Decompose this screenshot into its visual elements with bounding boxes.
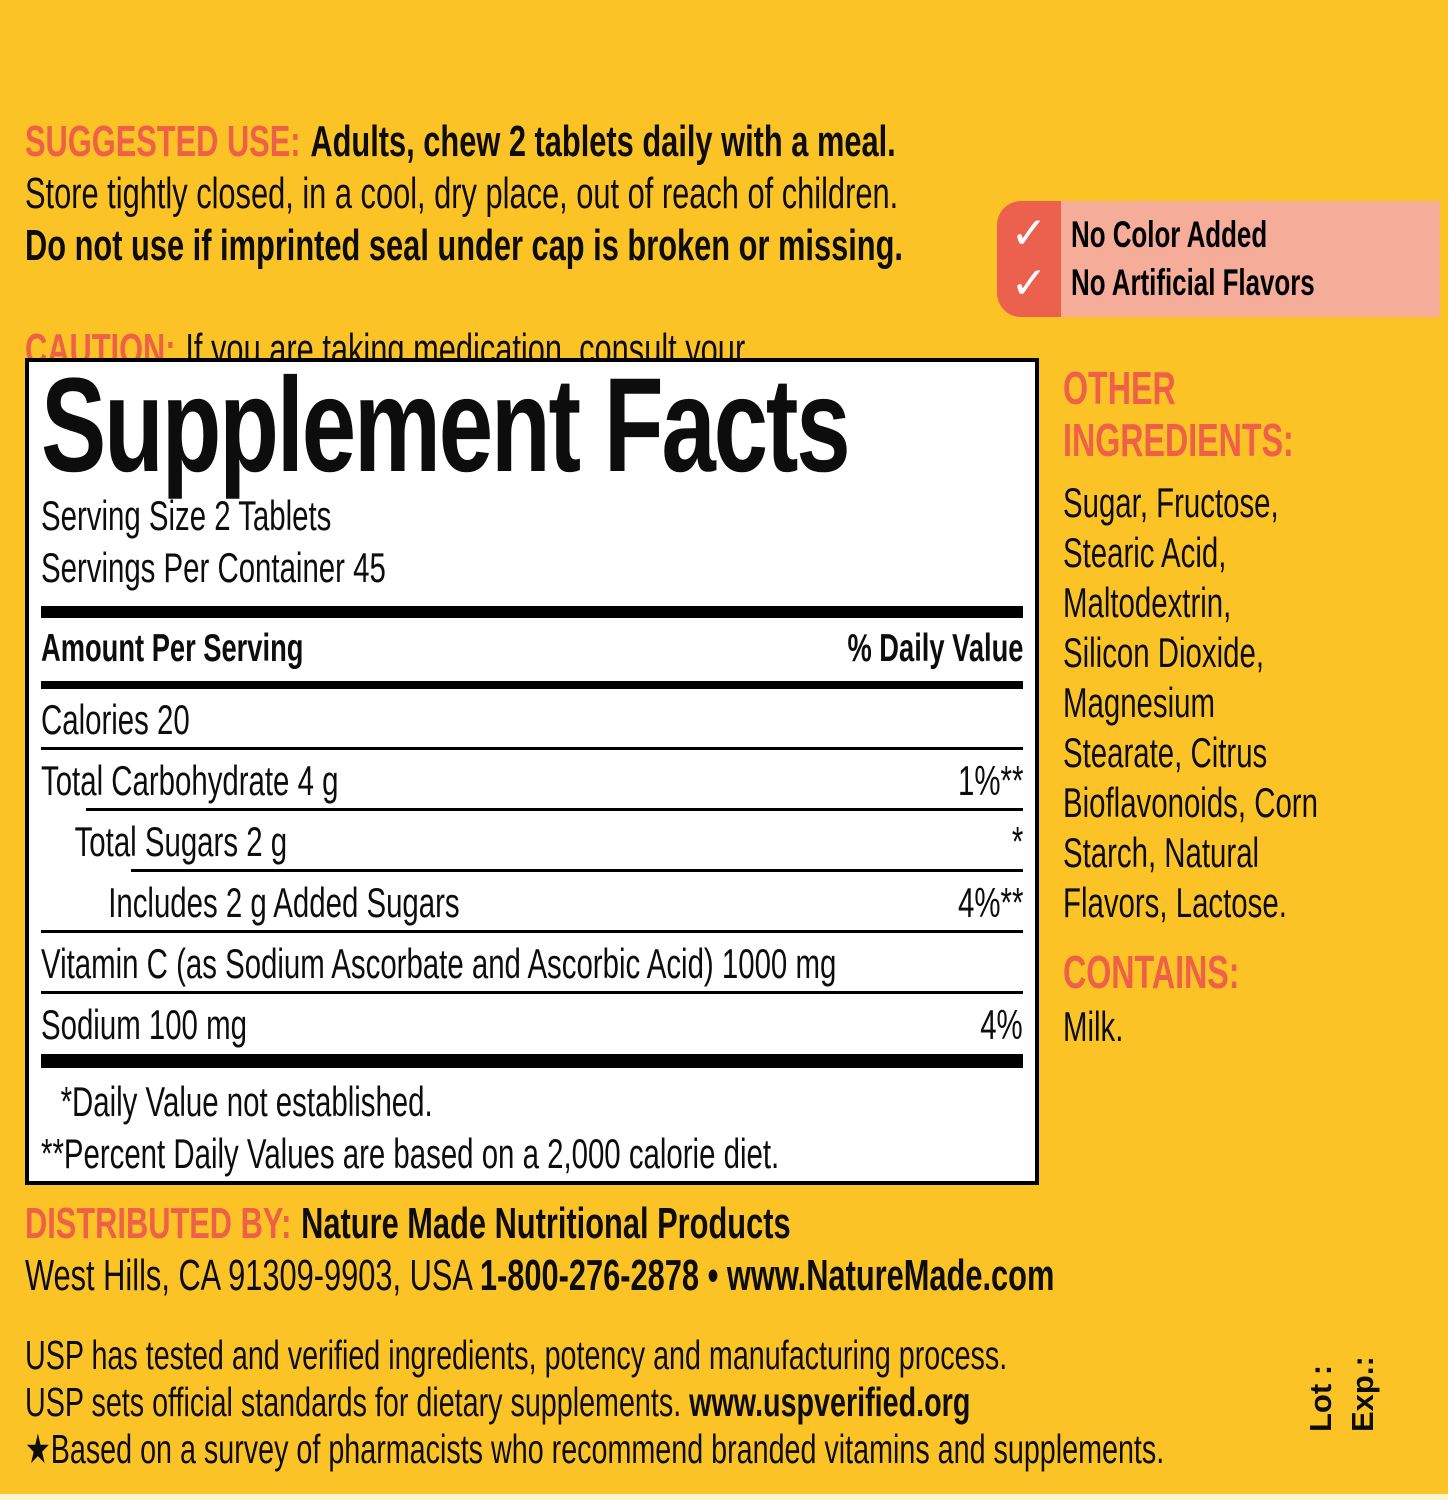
table-row-vitamin-c: Vitamin C (as Sodium Ascorbate and Ascor… <box>41 933 1023 991</box>
serving-info: Serving Size 2 Tablets Servings Per Cont… <box>41 490 1021 594</box>
footnote-dv: *Daily Value not established. <box>60 1078 433 1125</box>
checkmarks-tab: ✓ ✓ <box>997 201 1061 317</box>
usp-standards-text: USP sets official standards for dietary … <box>25 1379 690 1425</box>
daily-value: 4% <box>980 1001 1023 1048</box>
table-row-added-sugars: Includes 2 g Added Sugars 4%** <box>41 872 1023 930</box>
daily-value: 4%** <box>957 879 1023 926</box>
usp-line-1: USP has tested and verified ingredients,… <box>25 1332 1008 1378</box>
divider-bar <box>41 1054 1023 1068</box>
badge-claim-no-flavors: No Artificial Flavors <box>1071 262 1315 303</box>
supplement-facts-panel: Supplement Facts Serving Size 2 Tablets … <box>25 358 1039 1185</box>
table-row-carbohydrate: Total Carbohydrate 4 g 1%** <box>41 750 1023 808</box>
table-header: Amount Per Serving % Daily Value <box>41 618 1023 681</box>
badge-claims: No Color Added No Artificial Flavors <box>1061 201 1440 317</box>
exp-label: Exp.: <box>1345 1356 1380 1432</box>
usp-verification-block: USP has tested and verified ingredients,… <box>25 1332 1292 1473</box>
row-rule <box>41 991 1023 994</box>
nutrient-name: Calories 20 <box>41 696 190 743</box>
distributed-by-line: DISTRIBUTED BY: Nature Made Nutritional P… <box>25 1198 1292 1250</box>
usp-url: www.uspverified.org <box>689 1379 971 1425</box>
nutrient-name: Includes 2 g Added Sugars <box>108 879 460 926</box>
distributor-name: Nature Made Nutritional Products <box>301 1199 791 1248</box>
ingredients-sidebar: OTHER INGREDIENTS: Sugar, Fructose, Stea… <box>1063 362 1447 1052</box>
distributed-by-label: DISTRIBUTED BY: <box>25 1199 292 1248</box>
nutrient-name: Vitamin C (as Sodium Ascorbate and Ascor… <box>41 940 837 987</box>
footnote-percent: **Percent Daily Values are based on a 2,… <box>41 1130 780 1177</box>
suggested-use-label: SUGGESTED USE: <box>25 117 301 166</box>
table-row-total-sugars: Total Sugars 2 g * <box>41 811 1023 869</box>
storage-line: Store tightly closed, in a cool, dry pla… <box>25 169 899 218</box>
divider-bar <box>41 606 1023 618</box>
distributor-footer: DISTRIBUTED BY: Nature Made Nutritional P… <box>25 1198 1292 1473</box>
survey-note: ★Based on a survey of pharmacists who re… <box>25 1426 1165 1472</box>
table-row-calories: Calories 20 <box>41 689 1023 747</box>
amount-per-serving-header: Amount Per Serving <box>41 627 304 670</box>
serving-size: Serving Size 2 Tablets <box>41 492 332 539</box>
divider-bar <box>41 681 1023 689</box>
phone-website: 1-800-276-2878 • www.NatureMade.com <box>479 1251 1055 1300</box>
other-ingredients-list: Sugar, Fructose, Stearic Acid, Maltodext… <box>1063 479 1318 926</box>
row-rule <box>86 808 1023 811</box>
daily-value-header: % Daily Value <box>846 627 1023 670</box>
nutrient-name: Sodium 100 mg <box>41 1001 247 1048</box>
daily-value: * <box>1011 818 1023 865</box>
seal-warning-line: Do not use if imprinted seal under cap i… <box>25 221 903 270</box>
row-rule <box>41 747 1023 750</box>
contains-label: CONTAINS: <box>1063 946 1240 998</box>
nutrient-name: Total Sugars 2 g <box>74 818 288 865</box>
usp-line-2: USP sets official standards for dietary … <box>25 1379 1292 1426</box>
row-rule <box>41 930 1023 933</box>
suggested-use-text: Adults, chew 2 tablets daily with a meal… <box>310 117 896 166</box>
bottom-edge-highlight <box>0 1494 1448 1500</box>
address-text: West Hills, CA 91309-9903, USA <box>25 1251 480 1300</box>
contains-list: Milk. <box>1063 1003 1124 1050</box>
footnotes: *Daily Value not established. **Percent … <box>41 1076 1021 1180</box>
no-additives-badge: ✓ ✓ No Color Added No Artificial Flavors <box>997 201 1440 317</box>
panel-title: Supplement Facts <box>41 358 851 500</box>
suggested-use-line: SUGGESTED USE: Adults, chew 2 tablets dai… <box>25 64 1019 168</box>
lot-exp-block: Lot : Exp.: <box>1300 1312 1384 1432</box>
table-row-sodium: Sodium 100 mg 4% <box>41 994 1023 1052</box>
check-icon: ✓ <box>1010 259 1048 308</box>
badge-claim-no-color: No Color Added <box>1071 214 1268 255</box>
servings-per-container: Servings Per Container 45 <box>41 544 386 591</box>
check-icon: ✓ <box>1010 209 1048 258</box>
address-line: West Hills, CA 91309-9903, USA 1-800-276… <box>25 1250 1292 1302</box>
row-rule <box>131 869 1023 872</box>
nutrient-name: Total Carbohydrate 4 g <box>41 757 339 804</box>
daily-value: 1%** <box>957 757 1023 804</box>
other-ingredients-label: OTHER INGREDIENTS: <box>1063 362 1294 466</box>
lot-label: Lot : <box>1303 1364 1338 1432</box>
